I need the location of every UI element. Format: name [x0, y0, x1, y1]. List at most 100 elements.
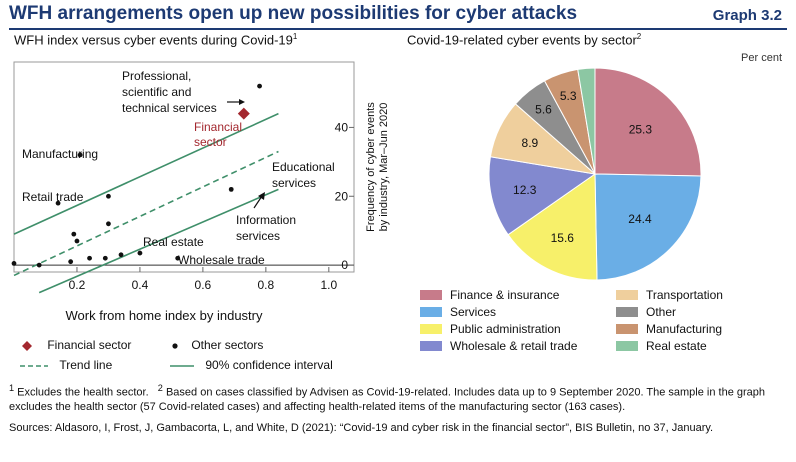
legend-swatch: [420, 341, 442, 351]
y-tick-label: 20: [335, 189, 349, 203]
pie-slice: [577, 67, 596, 175]
pie-unit: Per cent: [741, 52, 782, 64]
annotation-arrow: [253, 195, 263, 209]
pie-legend-item: Wholesale & retail trade: [420, 339, 577, 353]
scatter-point: [55, 200, 61, 206]
legend-swatch: [616, 307, 638, 317]
right-subtitle-footnote: 2: [636, 32, 642, 41]
y-tick-label: 0: [341, 258, 348, 272]
left-subtitle-footnote: 1: [292, 32, 298, 41]
legend-ci: 90% confidence interval: [170, 358, 333, 372]
legend-swatch: [420, 290, 442, 300]
legend-label: Finance & insurance: [450, 288, 560, 302]
x-tick-label: 0.4: [132, 278, 149, 292]
scatter-point: [102, 255, 108, 261]
legend-swatch: [420, 307, 442, 317]
legend-ci-label: 90% confidence interval: [205, 358, 333, 372]
footnote-1-mark: 1: [9, 383, 15, 393]
pie-legend-item: Transportation: [616, 288, 723, 302]
point-annotation: scientific and: [122, 85, 191, 99]
pie-legend-item: Real estate: [616, 339, 707, 353]
pie-legend-item: Finance & insurance: [420, 288, 559, 302]
scatter-point: [77, 152, 83, 158]
annotation-arrowhead: [258, 192, 265, 200]
pie-legend-item: Manufacturing: [616, 322, 722, 336]
legend-swatch: [616, 324, 638, 334]
other-dot-icon: [172, 343, 178, 349]
graph-number: Graph 3.2: [712, 7, 782, 24]
legend-financial-label: Financial sector: [47, 338, 132, 352]
pie-data-label: 15.6: [551, 231, 575, 245]
legend-label: Other: [646, 305, 677, 319]
pie-data-label: 12.3: [513, 183, 537, 197]
sources: Sources: Aldasoro, I, Frost, J, Gambacor…: [9, 422, 714, 434]
footnote-2: Based on cases classified by Advisen as …: [9, 386, 766, 413]
scatter-point: [36, 262, 42, 268]
x-axis-label: Work from home index by industry: [66, 308, 263, 323]
ci-upper-line: [13, 112, 279, 235]
scatter-point: [228, 186, 234, 192]
pie-slice: [594, 173, 702, 281]
left-subtitle: WFH index versus cyber events during Cov…: [14, 32, 297, 47]
scatter-point: [106, 193, 111, 199]
plot-frame: [13, 61, 355, 273]
point-annotation: Retail trade: [22, 190, 84, 204]
point-annotation: Manufacturing: [22, 147, 98, 161]
scatter-chart: 0.2 0.4 0.6 0.8 1.0 0 20 40 Work from home index…: [11, 61, 390, 323]
pie-data-label: 5.3: [560, 89, 577, 103]
scatter-point: [87, 255, 92, 261]
point-annotation: Professional,: [122, 69, 191, 83]
scatter-point: [11, 260, 17, 266]
pie-data-label: 24.4: [628, 212, 652, 226]
legend-label: Real estate: [646, 339, 707, 353]
pie-legend-item: Public administration: [420, 322, 561, 336]
pie-data-label: 8.9: [522, 136, 539, 150]
legend-swatch: [616, 341, 638, 351]
pie-data-label: 5.6: [535, 102, 552, 116]
scatter-point: [68, 259, 74, 265]
y-tick-label: 40: [335, 120, 349, 134]
x-tick-label: 0.2: [69, 278, 86, 292]
legend-trend: Trend line: [20, 358, 112, 372]
trend-line-icon: [20, 365, 48, 367]
scatter-point: [71, 231, 77, 237]
title-rule: [9, 28, 787, 30]
legend-trend-label: Trend line: [59, 358, 113, 372]
scatter-point: [74, 238, 80, 244]
pie-slice: [488, 156, 597, 236]
scatter-point: [118, 252, 124, 258]
pie-legend-item: Other: [616, 305, 676, 319]
point-annotation: Real estate: [143, 235, 204, 249]
ci-lower-line: [38, 188, 279, 294]
annotation-arrowhead: [239, 99, 245, 105]
point-annotation: sector: [194, 135, 227, 149]
footnote-2-mark: 2: [157, 383, 163, 393]
trend-line: [13, 150, 279, 277]
legend-label: Manufacturing: [646, 322, 723, 336]
legend-label: Public administration: [450, 322, 561, 336]
legend-other-label: Other sectors: [191, 338, 264, 352]
pie-slice: [507, 173, 598, 281]
left-subtitle-text: WFH index versus cyber events during Cov…: [14, 32, 293, 48]
point-annotation: Wholesale trade: [178, 253, 265, 267]
scatter-point: [175, 255, 181, 261]
legend-swatch: [616, 290, 638, 300]
right-subtitle-text: Covid-19-related cyber events by sector: [407, 32, 637, 48]
legend-label: Wholesale & retail trade: [450, 339, 578, 353]
point-annotation: services: [272, 176, 316, 190]
legend-label: Transportation: [646, 288, 723, 302]
x-tick-label: 0.6: [195, 278, 212, 292]
legend-other: Other sectors: [170, 338, 263, 352]
x-tick-label: 0.8: [258, 278, 275, 292]
ci-line-icon: [170, 365, 194, 367]
point-annotation: services: [236, 229, 280, 243]
footnotes: 1 Excludes the health sector. 2 Based on…: [9, 381, 787, 414]
page-title: WFH arrangements open up new possibiliti…: [9, 3, 578, 24]
pie-chart: 25.3 24.4 15.6 12.3 8.9 5.6 5.3: [488, 67, 702, 281]
scatter-point: [137, 250, 143, 256]
footnote-1: Excludes the health sector.: [17, 386, 149, 399]
scatter-point: [106, 221, 111, 227]
right-subtitle: Covid-19-related cyber events by sector2: [407, 32, 641, 47]
financial-diamond-icon: [22, 340, 32, 351]
pie-slice: [594, 67, 702, 177]
